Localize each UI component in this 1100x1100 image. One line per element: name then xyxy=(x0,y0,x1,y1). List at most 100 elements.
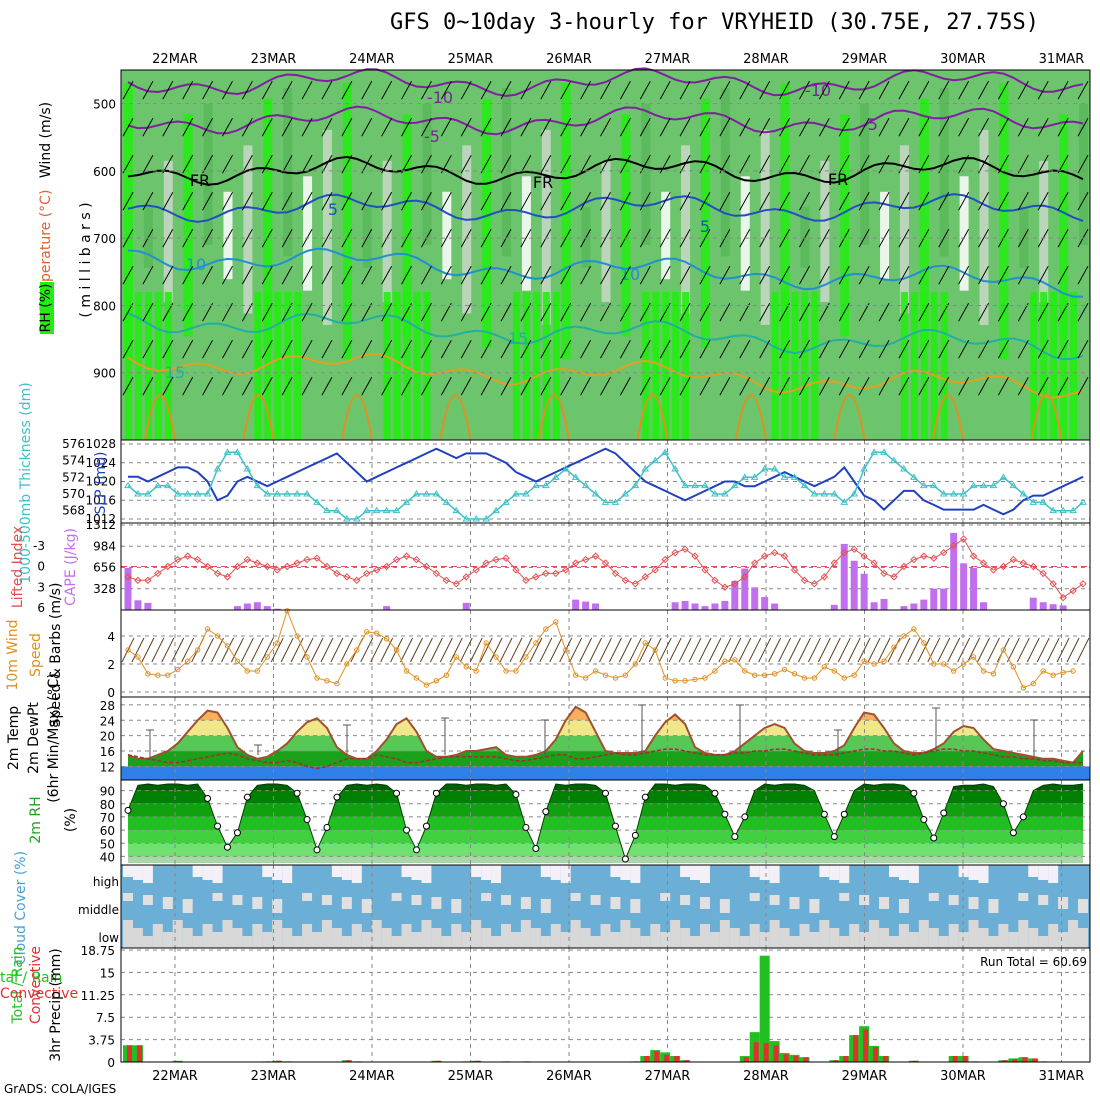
mid-cloud-cell xyxy=(988,899,999,913)
wind-barb-10m xyxy=(788,637,801,663)
wind-barb xyxy=(659,154,671,174)
wind-barb xyxy=(1077,302,1089,322)
wind-barb xyxy=(759,154,771,174)
low-cloud-cell xyxy=(640,936,651,948)
thickness-point xyxy=(432,490,441,497)
wind-barb xyxy=(918,191,930,211)
mid-cloud-cell xyxy=(839,893,850,901)
wind-barb xyxy=(818,154,830,174)
li-point xyxy=(661,555,669,564)
rh-streak xyxy=(801,292,809,440)
thickness-point xyxy=(342,515,351,522)
thickness-point xyxy=(412,490,421,497)
wind-barb xyxy=(460,154,472,174)
wind-barb-10m xyxy=(161,637,175,663)
precip-total-axis-label: Total / Rain xyxy=(10,946,26,1024)
wind-barb xyxy=(421,376,432,396)
wind-barb-10m xyxy=(419,637,433,663)
wind-barb xyxy=(222,154,233,174)
high-cloud-cell xyxy=(282,865,293,883)
wind-barb xyxy=(818,302,830,322)
dewpt2m-axis-label: 2m DewPt xyxy=(26,702,42,774)
wind-barb xyxy=(301,339,313,359)
low-cloud-cell xyxy=(670,920,681,948)
high-cloud-cell xyxy=(560,865,571,883)
cape-tick-label: 656 xyxy=(93,561,116,575)
wind-barb xyxy=(639,80,651,100)
thickness-point xyxy=(492,506,500,514)
wind-barb xyxy=(122,339,134,359)
high-cloud-cell xyxy=(898,865,909,880)
low-cloud-cell xyxy=(530,928,541,948)
wind-speed-point xyxy=(145,671,151,677)
wind-barb xyxy=(699,191,711,211)
wind-barb xyxy=(122,154,134,174)
wind-barb-10m xyxy=(977,637,990,663)
isotherm-line xyxy=(341,394,373,441)
wind-barb xyxy=(182,117,194,137)
wind-speed-point xyxy=(334,680,340,687)
wind-barb xyxy=(440,265,452,285)
wind-speed-point xyxy=(851,672,857,678)
wind-barb xyxy=(281,228,293,248)
wind-tick-label: 2 xyxy=(107,658,115,672)
rh-streak xyxy=(900,292,908,440)
wind-barb xyxy=(321,154,333,174)
wind-barb xyxy=(918,154,930,174)
wind-speed-point xyxy=(463,664,469,670)
mid-cloud-cell xyxy=(570,893,581,901)
wind-barb-10m xyxy=(509,637,523,663)
precip-tick-label: 15 xyxy=(100,966,115,980)
li-point xyxy=(482,559,490,567)
wind-barb xyxy=(779,265,790,285)
wind-barb xyxy=(520,191,532,211)
low-cloud-cell xyxy=(988,936,999,948)
wind-barb xyxy=(779,117,790,137)
slp-line xyxy=(128,447,1084,516)
li-point xyxy=(412,555,421,564)
mid-cloud-cell xyxy=(162,897,173,909)
low-cloud-cell xyxy=(789,936,800,948)
li-point xyxy=(203,562,212,571)
thickness-point xyxy=(860,465,869,472)
wind-barb xyxy=(142,117,154,137)
rh-streak xyxy=(1079,103,1088,245)
rh-streak xyxy=(760,129,770,325)
wind-barb xyxy=(759,117,771,137)
li-point xyxy=(253,559,262,567)
rh-streak xyxy=(860,103,870,245)
wind-barb xyxy=(142,265,154,285)
li-point xyxy=(233,562,242,571)
precip-total-bar xyxy=(172,1060,183,1062)
wind-barb xyxy=(679,376,691,396)
low-cloud-cell xyxy=(968,920,979,948)
wind-barb xyxy=(122,376,134,396)
wind-barb xyxy=(978,80,989,100)
wind-barb xyxy=(301,154,313,174)
wind-barb-10m xyxy=(141,637,155,663)
wind-barb-10m xyxy=(410,637,423,663)
wind-barb-10m xyxy=(519,637,533,663)
wind-barb xyxy=(122,191,134,211)
rh-streak xyxy=(542,292,550,440)
wind-speed-point xyxy=(672,678,678,684)
wind-speed-point xyxy=(433,678,440,684)
thickness-point xyxy=(442,498,451,505)
isotherm-line xyxy=(1030,394,1063,441)
wind-barb xyxy=(460,376,472,396)
wind-barb xyxy=(699,154,711,174)
thickness-point xyxy=(1049,506,1058,514)
wind-barb xyxy=(978,228,989,248)
wind-barb xyxy=(341,154,353,174)
low-cloud-cell xyxy=(331,928,342,948)
wind-barb xyxy=(1017,80,1029,100)
mid-cloud-cell xyxy=(968,897,979,909)
wind-speed-point xyxy=(393,647,400,653)
wind-barb xyxy=(162,117,174,137)
cape-bar xyxy=(592,603,600,610)
rh-point xyxy=(432,789,440,797)
wind-barb xyxy=(560,339,572,359)
li-line xyxy=(127,538,1084,599)
rh-streak xyxy=(662,292,670,440)
thickness-point xyxy=(969,481,978,489)
